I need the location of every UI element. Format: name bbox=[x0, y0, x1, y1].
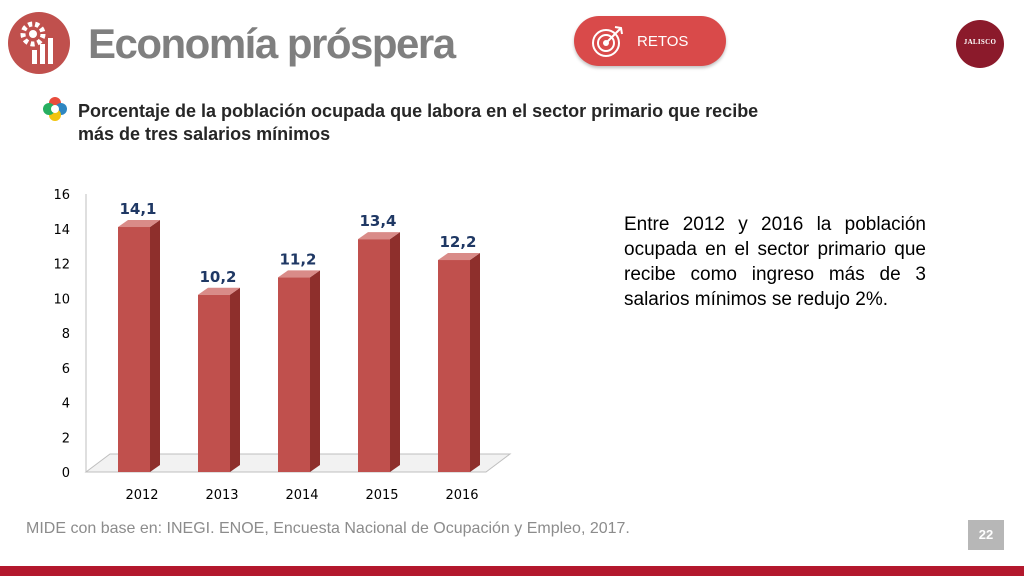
x-tick-label: 2014 bbox=[285, 488, 318, 503]
bar bbox=[118, 227, 150, 472]
y-tick-label: 0 bbox=[62, 466, 70, 481]
bar-top bbox=[198, 287, 240, 295]
x-tick-label: 2015 bbox=[365, 488, 398, 503]
bar-side bbox=[150, 220, 160, 472]
bar-value-label: 13,4 bbox=[359, 212, 396, 230]
y-tick-label: 4 bbox=[62, 397, 70, 412]
bar-value-label: 10,2 bbox=[199, 268, 236, 286]
bottom-bar bbox=[0, 566, 1024, 576]
jalisco-seal-logo: JALISCO bbox=[956, 20, 1004, 68]
retos-label: RETOS bbox=[637, 33, 689, 50]
bar-top bbox=[118, 220, 160, 228]
y-tick-label: 6 bbox=[62, 362, 70, 377]
bar-chart: 0 2 4 6 8 10 12 14 16 14,1 2012 10,2 2013 11,2 2014 13,… bbox=[53, 188, 512, 503]
summary-text: Entre 2012 y 2016 la población ocupada e… bbox=[624, 214, 926, 310]
page-title: Economía próspera bbox=[88, 20, 456, 67]
bar bbox=[278, 277, 310, 472]
y-tick-label: 10 bbox=[53, 292, 70, 307]
bar-side bbox=[310, 270, 320, 472]
bar-side bbox=[470, 253, 480, 472]
bar-top bbox=[358, 232, 400, 240]
y-tick-label: 8 bbox=[62, 327, 70, 342]
indicator-petal-icon bbox=[42, 96, 68, 127]
bar-value-label: 11,2 bbox=[279, 250, 316, 268]
y-tick-label: 2 bbox=[62, 431, 70, 446]
x-tick-label: 2012 bbox=[125, 488, 158, 503]
target-icon bbox=[592, 26, 623, 57]
indicator-title: Porcentaje de la población ocupada que l… bbox=[78, 101, 759, 144]
bar-side bbox=[230, 287, 240, 472]
bar-value-label: 12,2 bbox=[439, 233, 476, 251]
bar bbox=[358, 239, 390, 472]
bar bbox=[198, 294, 230, 472]
x-tick-label: 2013 bbox=[205, 488, 238, 503]
economy-gear-chart-icon bbox=[8, 12, 70, 74]
retos-button[interactable]: RETOS bbox=[574, 16, 726, 66]
bar-side bbox=[390, 232, 400, 472]
bar bbox=[438, 260, 470, 472]
y-tick-label: 12 bbox=[53, 258, 70, 273]
x-tick-label: 2016 bbox=[445, 488, 478, 503]
seal-text: JALISCO bbox=[963, 38, 997, 46]
y-tick-label: 14 bbox=[53, 223, 70, 238]
source-note: MIDE con base en: INEGI. ENOE, Encuesta … bbox=[26, 520, 630, 537]
bar-top bbox=[438, 253, 480, 261]
y-tick-label: 16 bbox=[53, 188, 70, 203]
page-number: 22 bbox=[968, 520, 1004, 550]
bar-top bbox=[278, 270, 320, 278]
bar-value-label: 14,1 bbox=[119, 200, 156, 218]
